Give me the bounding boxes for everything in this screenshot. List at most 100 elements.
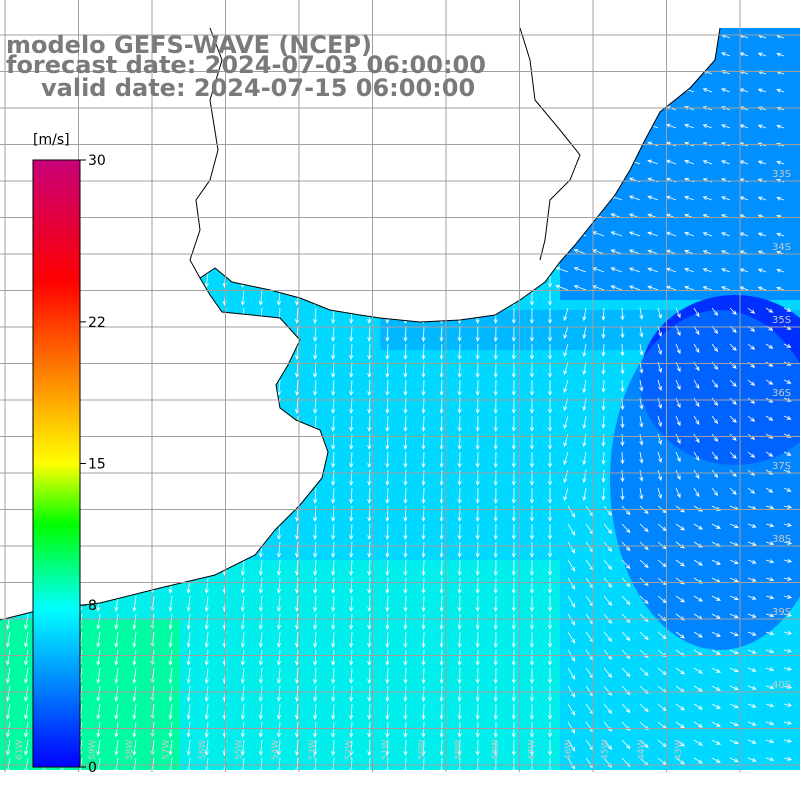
wind-arrow xyxy=(258,631,263,648)
wind-arrow xyxy=(628,285,641,291)
wind-arrow xyxy=(684,231,695,237)
wind-arrow xyxy=(765,739,775,744)
wind-arrow xyxy=(621,595,631,606)
wind-arrow xyxy=(684,195,695,201)
wind-arrow xyxy=(6,721,11,738)
wind-arrow xyxy=(457,325,462,342)
wind-arrow xyxy=(573,285,587,291)
colorbar-tick-label: 30 xyxy=(88,153,106,169)
wind-arrow xyxy=(96,703,101,720)
wind-arrow xyxy=(114,613,119,630)
wind-arrow xyxy=(331,667,336,684)
wind-arrow xyxy=(367,685,372,702)
wind-arrow xyxy=(349,379,354,396)
wind-arrow xyxy=(729,397,737,405)
wind-arrow xyxy=(240,613,245,630)
wind-arrow xyxy=(547,524,553,540)
wind-arrow xyxy=(639,415,644,428)
wind-arrow xyxy=(765,613,775,618)
wind-arrow xyxy=(349,577,354,594)
wind-arrow xyxy=(765,451,774,457)
wind-arrow xyxy=(295,523,300,540)
wind-arrow xyxy=(439,559,444,576)
wind-arrow xyxy=(563,469,569,484)
wind-arrow xyxy=(403,739,408,756)
wind-arrow xyxy=(765,541,775,546)
wind-arrow xyxy=(675,667,685,675)
wind-arrow xyxy=(684,285,695,291)
wind-arrow xyxy=(114,703,119,720)
wind-arrow xyxy=(747,361,756,368)
wind-arrow xyxy=(757,52,767,57)
wind-arrow xyxy=(295,379,300,396)
wind-arrow xyxy=(603,667,613,678)
wind-arrow xyxy=(567,505,576,518)
wind-arrow xyxy=(783,415,792,420)
wind-arrow xyxy=(628,249,641,255)
wind-arrow xyxy=(765,487,774,493)
wind-arrow xyxy=(186,721,191,738)
wind-arrow xyxy=(258,721,263,738)
wind-arrow xyxy=(765,505,775,510)
wind-arrow xyxy=(711,415,719,425)
wind-arrow xyxy=(547,650,553,666)
wind-arrow xyxy=(567,703,576,716)
wind-arrow xyxy=(385,379,390,396)
wind-arrow xyxy=(621,631,631,642)
wind-arrow xyxy=(573,267,587,273)
wind-arrow xyxy=(783,702,793,707)
wind-arrow xyxy=(783,504,793,509)
wind-arrow xyxy=(601,307,606,321)
wind-arrow xyxy=(367,739,372,756)
wind-arrow xyxy=(765,559,775,564)
wind-arrow xyxy=(421,415,426,432)
wind-arrow xyxy=(6,703,11,720)
wind-arrow xyxy=(639,433,644,446)
wind-arrow xyxy=(511,595,516,612)
wind-arrow xyxy=(276,559,282,576)
wind-arrow xyxy=(258,739,263,756)
wind-arrow xyxy=(765,343,774,349)
wind-arrow xyxy=(385,667,390,684)
wind-arrow xyxy=(563,307,569,322)
wind-arrow xyxy=(693,559,704,566)
wind-arrow xyxy=(776,232,785,237)
wind-arrow xyxy=(729,577,739,583)
wind-arrow xyxy=(684,123,695,129)
wind-arrow xyxy=(639,739,649,749)
wind-arrow xyxy=(711,739,721,745)
wind-arrow xyxy=(675,379,681,391)
wind-arrow xyxy=(6,631,11,648)
wind-arrow xyxy=(276,649,282,666)
wind-arrow xyxy=(493,685,498,702)
wind-arrow xyxy=(421,667,426,684)
wind-arrow xyxy=(702,232,713,237)
wind-arrow xyxy=(582,325,587,340)
wind-arrow xyxy=(529,541,534,558)
wind-arrow xyxy=(313,361,318,378)
valid-date: valid date: 2024-07-15 06:00:00 xyxy=(41,74,476,102)
wind-arrow xyxy=(711,469,719,479)
lat-label: 37S xyxy=(772,461,791,472)
wind-arrow xyxy=(295,541,300,558)
wind-arrow xyxy=(403,343,408,360)
wind-arrow xyxy=(132,649,137,666)
wind-arrow xyxy=(258,289,263,306)
wind-arrow xyxy=(693,451,700,462)
wind-arrow xyxy=(331,631,336,648)
wind-arrow xyxy=(24,667,29,684)
lon-label: 58W xyxy=(125,740,135,760)
wind-arrow xyxy=(349,649,354,666)
wind-arrow xyxy=(403,613,408,630)
wind-arrow xyxy=(349,325,354,342)
wind-arrow xyxy=(567,631,576,644)
wind-arrow xyxy=(457,379,462,396)
wind-arrow xyxy=(603,595,613,606)
wind-arrow xyxy=(349,415,354,432)
wind-arrow xyxy=(313,613,318,630)
wind-arrow xyxy=(168,721,173,738)
lat-label: 34S xyxy=(772,242,791,253)
wind-arrow xyxy=(168,649,173,666)
wind-arrow xyxy=(702,250,713,255)
